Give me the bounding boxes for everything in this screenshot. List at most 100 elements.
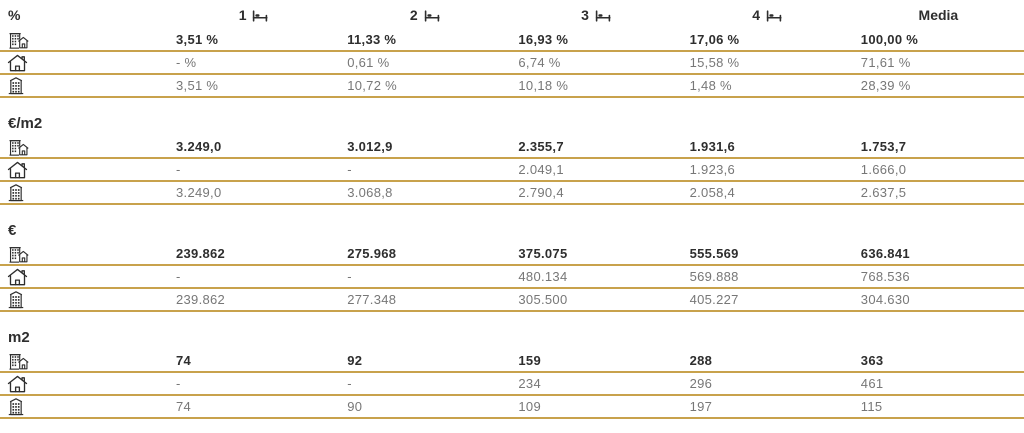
cell-value: 305.500 bbox=[518, 292, 568, 307]
column-header: 2 bbox=[410, 7, 440, 23]
cell-value: 197 bbox=[689, 399, 713, 414]
cell-value: 100,00 % bbox=[860, 32, 919, 47]
table-header: % 1 2 3 4 Media bbox=[0, 0, 1024, 29]
bed-icon bbox=[595, 10, 611, 22]
cell-value: 71,61 % bbox=[860, 55, 911, 70]
column-header: Media bbox=[919, 7, 959, 23]
cell-value: 6,74 % bbox=[518, 55, 561, 70]
cell-value: 1.666,0 bbox=[860, 162, 907, 177]
row-icon-cell bbox=[0, 182, 168, 203]
cell-value: 1.753,7 bbox=[860, 139, 907, 154]
cell-value: 1.923,6 bbox=[689, 162, 736, 177]
section-unit-label: €/m2 bbox=[8, 114, 43, 132]
building-icon bbox=[8, 184, 24, 202]
cell-value: 288 bbox=[689, 353, 713, 368]
cell-value: 11,33 % bbox=[347, 32, 397, 47]
cell-value: 16,93 % bbox=[518, 32, 569, 47]
table-row: - - 480.134 569.888 768.536 bbox=[0, 266, 1024, 289]
cell-value: 28,39 % bbox=[860, 78, 911, 93]
row-icon-cell bbox=[0, 266, 168, 287]
column-header-label: Media bbox=[918, 7, 959, 23]
table-row: 74 92 159 288 363 bbox=[0, 350, 1024, 373]
table-row: 239.862 275.968 375.075 555.569 636.841 bbox=[0, 243, 1024, 266]
cell-value: 239.862 bbox=[176, 246, 226, 261]
row-icon-cell bbox=[0, 159, 168, 180]
table-row: 3.249,0 3.068,8 2.790,4 2.058,4 2.637,5 bbox=[0, 182, 1024, 205]
cell-value: 74 bbox=[176, 353, 192, 368]
cell-value: 277.348 bbox=[347, 292, 397, 307]
cell-value: 90 bbox=[347, 399, 363, 414]
unit-label: % bbox=[8, 7, 21, 23]
table-row: 74 90 109 197 115 bbox=[0, 396, 1024, 419]
cell-value: - bbox=[176, 376, 181, 391]
cell-value: - % bbox=[176, 55, 197, 70]
row-icon-cell bbox=[0, 136, 168, 157]
cell-value: 1.931,6 bbox=[689, 139, 736, 154]
cell-value: 10,18 % bbox=[518, 78, 569, 93]
cell-value: 1,48 % bbox=[689, 78, 732, 93]
row-icon-cell bbox=[0, 373, 168, 394]
cell-value: 405.227 bbox=[689, 292, 739, 307]
section-unit-label: € bbox=[8, 221, 17, 239]
table-row: - - 2.049,1 1.923,6 1.666,0 bbox=[0, 159, 1024, 182]
section-unit-label: m2 bbox=[8, 328, 30, 346]
bed-icon bbox=[766, 10, 782, 22]
cell-value: 159 bbox=[518, 353, 541, 368]
cell-value: 2.058,4 bbox=[689, 185, 736, 200]
cell-value: - bbox=[176, 269, 181, 284]
row-icon-cell bbox=[0, 75, 168, 96]
house-icon bbox=[7, 268, 28, 286]
column-header-label: 1 bbox=[238, 7, 247, 23]
row-icon-cell bbox=[0, 29, 168, 50]
column-header: 4 bbox=[752, 7, 782, 23]
column-header-label: 4 bbox=[752, 7, 761, 23]
cell-value: 3.012,9 bbox=[347, 139, 393, 154]
cell-value: 109 bbox=[518, 399, 541, 414]
table-row: - % 0,61 % 6,74 % 15,58 % 71,61 % bbox=[0, 52, 1024, 75]
house-icon bbox=[7, 375, 28, 393]
row-icon-cell bbox=[0, 52, 168, 73]
table-row: - - 234 296 461 bbox=[0, 373, 1024, 396]
cell-value: 363 bbox=[860, 353, 884, 368]
cell-value: 10,72 % bbox=[347, 78, 397, 93]
building-icon bbox=[8, 291, 24, 309]
table-row: 239.862 277.348 305.500 405.227 304.630 bbox=[0, 289, 1024, 312]
cell-value: 3,51 % bbox=[176, 32, 219, 47]
cell-value: 3.249,0 bbox=[176, 139, 222, 154]
cell-value: 480.134 bbox=[518, 269, 568, 284]
cell-value: 375.075 bbox=[518, 246, 568, 261]
row-icon-cell bbox=[0, 350, 168, 371]
building-house-icon bbox=[9, 354, 29, 370]
table-row: 3,51 % 10,72 % 10,18 % 1,48 % 28,39 % bbox=[0, 75, 1024, 98]
column-header-label: 2 bbox=[409, 7, 418, 23]
cell-value: 17,06 % bbox=[689, 32, 740, 47]
cell-value: 2.790,4 bbox=[518, 185, 564, 200]
house-icon bbox=[7, 54, 28, 72]
cell-value: 2.637,5 bbox=[860, 185, 907, 200]
building-icon bbox=[8, 77, 24, 95]
cell-value: 3,51 % bbox=[176, 78, 219, 93]
stats-table: % 1 2 3 4 Media 3,51 % 11,33 % 16,93 % 17,06 % 100… bbox=[0, 0, 1024, 419]
cell-value: - bbox=[347, 269, 352, 284]
row-icon-cell bbox=[0, 243, 168, 264]
cell-value: 304.630 bbox=[860, 292, 910, 307]
cell-value: 296 bbox=[689, 376, 713, 391]
cell-value: 2.355,7 bbox=[518, 139, 564, 154]
cell-value: 239.862 bbox=[176, 292, 226, 307]
table-row: 3,51 % 11,33 % 16,93 % 17,06 % 100,00 % bbox=[0, 29, 1024, 52]
cell-value: 234 bbox=[518, 376, 541, 391]
cell-value: 115 bbox=[860, 399, 883, 414]
table-row: 3.249,0 3.012,9 2.355,7 1.931,6 1.753,7 bbox=[0, 136, 1024, 159]
cell-value: 2.049,1 bbox=[518, 162, 564, 177]
cell-value: - bbox=[347, 376, 352, 391]
cell-value: 768.536 bbox=[860, 269, 910, 284]
column-header: 1 bbox=[239, 7, 269, 23]
cell-value: 275.968 bbox=[347, 246, 397, 261]
house-icon bbox=[7, 161, 28, 179]
cell-value: - bbox=[347, 162, 352, 177]
column-header-label: 3 bbox=[581, 7, 589, 23]
building-house-icon bbox=[9, 247, 29, 263]
bed-icon bbox=[424, 10, 440, 22]
cell-value: 0,61 % bbox=[347, 55, 390, 70]
cell-value: 636.841 bbox=[860, 246, 910, 261]
